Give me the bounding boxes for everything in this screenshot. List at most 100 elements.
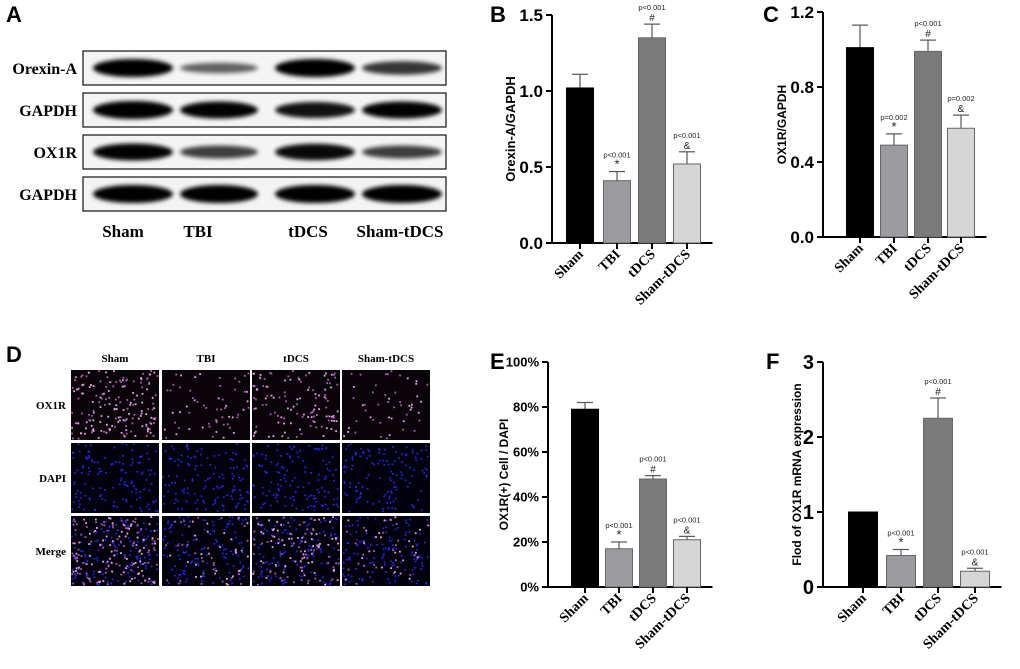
ox1r-signal	[380, 536, 382, 539]
ox1r-signal	[289, 557, 292, 559]
ox1r-signal	[74, 422, 77, 425]
p-value-label: p<0.001	[673, 131, 700, 140]
micrograph-merge-tdcs	[252, 516, 340, 586]
dapi-nucleus	[132, 570, 135, 573]
ox1r-signal	[82, 383, 85, 386]
ox1r-signal	[97, 437, 100, 439]
dapi-nucleus	[362, 451, 365, 453]
dapi-nucleus	[86, 457, 89, 460]
ox1r-signal	[151, 396, 154, 399]
dapi-nucleus	[349, 559, 352, 561]
ox1r-signal	[418, 419, 421, 422]
ox1r-signal	[156, 538, 159, 540]
bar-sham-tdcs	[960, 570, 990, 588]
ox1r-signal	[363, 564, 365, 567]
ox1r-signal	[76, 560, 79, 563]
dapi-nucleus	[200, 464, 203, 467]
dapi-nucleus	[168, 582, 170, 584]
y-tick-label: 0.0	[519, 234, 543, 253]
dapi-nucleus	[188, 464, 190, 466]
p-value-label: p<0.001	[639, 455, 666, 464]
dapi-nucleus	[283, 568, 285, 571]
dapi-nucleus	[264, 470, 266, 473]
dapi-nucleus	[319, 547, 321, 550]
dapi-nucleus	[381, 543, 384, 546]
dapi-nucleus	[390, 490, 392, 493]
dapi-nucleus	[204, 546, 207, 549]
ox1r-signal	[146, 377, 149, 380]
blot-band	[275, 185, 355, 203]
dapi-nucleus	[168, 527, 171, 530]
dapi-nucleus	[213, 472, 215, 475]
ox1r-signal	[386, 437, 388, 440]
dapi-nucleus	[162, 503, 165, 505]
dapi-nucleus	[343, 480, 346, 483]
ox1r-signal	[88, 532, 91, 535]
image-column-label: Sham-tDCS	[358, 353, 414, 365]
dapi-nucleus	[79, 497, 82, 499]
ox1r-signal	[207, 422, 210, 425]
dapi-nucleus	[388, 497, 391, 500]
ox1r-signal	[113, 408, 116, 411]
ox1r-signal	[215, 569, 218, 572]
dapi-nucleus	[367, 448, 369, 451]
dapi-nucleus	[313, 495, 315, 497]
dapi-nucleus	[351, 524, 354, 526]
ox1r-signal	[335, 420, 338, 423]
dapi-nucleus	[385, 493, 387, 496]
dapi-nucleus	[83, 562, 86, 565]
ox1r-signal	[71, 426, 73, 429]
y-tick-label: 80%	[513, 400, 539, 415]
dapi-nucleus	[322, 576, 324, 579]
ox1r-signal	[299, 566, 302, 569]
dapi-nucleus	[201, 575, 204, 578]
ox1r-signal	[166, 579, 169, 582]
dapi-nucleus	[177, 464, 179, 467]
ox1r-signal	[246, 400, 249, 403]
x-tick-label: TBI	[596, 247, 624, 275]
dapi-nucleus	[126, 485, 129, 487]
dapi-nucleus	[362, 578, 364, 580]
ox1r-signal	[390, 370, 393, 373]
dapi-nucleus	[277, 494, 279, 497]
micrograph-background	[342, 370, 430, 440]
dapi-nucleus	[293, 446, 296, 449]
dapi-nucleus	[218, 544, 220, 547]
ox1r-signal	[261, 404, 264, 406]
ox1r-signal	[153, 422, 155, 424]
dapi-nucleus	[96, 461, 99, 464]
dapi-nucleus	[316, 488, 319, 491]
ox1r-signal	[253, 408, 256, 410]
dapi-nucleus	[378, 451, 380, 454]
dapi-nucleus	[88, 455, 90, 457]
ox1r-signal	[362, 553, 365, 556]
ox1r-signal	[145, 435, 148, 437]
dapi-nucleus	[79, 503, 81, 505]
ox1r-signal	[85, 421, 88, 424]
dapi-nucleus	[333, 498, 336, 501]
ox1r-signal	[413, 554, 416, 556]
dapi-nucleus	[293, 519, 296, 522]
ox1r-signal	[383, 519, 386, 522]
dapi-nucleus	[171, 524, 173, 526]
ox1r-signal	[117, 421, 120, 423]
ox1r-signal	[140, 377, 143, 379]
bar-tdcs	[914, 50, 942, 238]
dapi-nucleus	[97, 539, 99, 542]
dapi-nucleus	[343, 482, 346, 485]
dapi-nucleus	[288, 445, 291, 448]
ox1r-signal	[303, 574, 306, 577]
ox1r-signal	[332, 417, 335, 419]
ox1r-signal	[392, 549, 395, 552]
significance-mark: #	[935, 387, 941, 398]
dapi-nucleus	[295, 528, 298, 530]
dapi-nucleus	[191, 560, 193, 563]
ox1r-signal	[318, 518, 321, 521]
ox1r-signal	[90, 424, 93, 427]
dapi-nucleus	[133, 485, 135, 487]
dapi-nucleus	[393, 564, 395, 566]
x-tick-label: TBI	[873, 241, 901, 269]
ox1r-signal	[336, 383, 339, 386]
